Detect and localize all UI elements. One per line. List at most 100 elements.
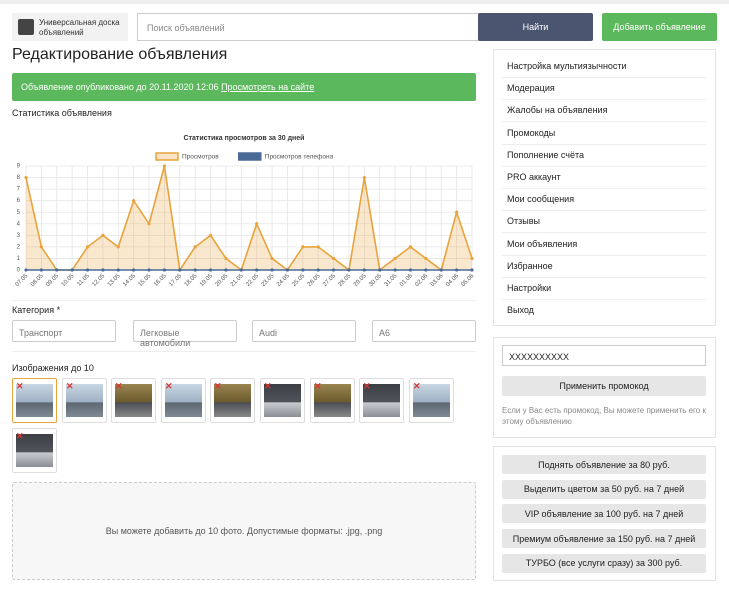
menu-divider [502, 121, 706, 123]
y-tick-label: 2 [17, 244, 21, 250]
photo [16, 434, 53, 467]
point [255, 222, 259, 226]
thumbnail[interactable]: ✕ [409, 378, 454, 423]
remove-icon[interactable]: ✕ [165, 381, 173, 391]
x-tick-label: 08.05 [30, 273, 45, 288]
point [39, 268, 43, 272]
stats-label: Статистика объявления [12, 108, 112, 118]
search-button[interactable]: Найти [478, 13, 593, 41]
chart-title: Статистика просмотров за 30 дней [184, 134, 305, 142]
menu-divider [502, 276, 706, 278]
remove-icon[interactable]: ✕ [264, 381, 272, 391]
search-input[interactable]: Поиск объявлений [137, 13, 479, 41]
point [439, 268, 443, 272]
promo-input[interactable]: XXXXXXXXXX [502, 345, 706, 366]
photo [214, 384, 251, 417]
remove-icon[interactable]: ✕ [16, 431, 24, 441]
point [285, 268, 290, 272]
x-tick-label: 11.05 [76, 273, 91, 288]
logo[interactable]: Универсальная доска объявлений [12, 13, 128, 41]
x-tick-label: 07.05 [15, 273, 30, 288]
menu-item[interactable]: Мои объявления [507, 238, 578, 249]
thumbnail[interactable]: ✕ [111, 378, 156, 423]
point [193, 268, 197, 272]
x-tick-label: 25.05 [291, 273, 306, 288]
menu-item[interactable]: Выход [507, 305, 534, 316]
alert-link[interactable]: Просмотреть на сайте [221, 82, 315, 92]
thumbnail[interactable]: ✕ [210, 378, 255, 423]
images-label: Изображения до 10 [12, 363, 94, 373]
y-tick-label: 3 [17, 233, 21, 239]
dropzone[interactable]: Вы можете добавить до 10 фото. Допустимы… [12, 482, 476, 580]
point [162, 268, 167, 272]
service-button[interactable]: Поднять объявление за 80 руб. [502, 455, 706, 474]
point [24, 268, 28, 272]
menu-item[interactable]: Мои сообщения [507, 194, 575, 205]
service-button[interactable]: ТУРБО (все услуги сразу) за 300 руб. [502, 553, 706, 573]
category-select[interactable]: Транспорт [12, 320, 116, 342]
menu-item[interactable]: Настройка мультиязычности [507, 61, 627, 71]
thumbnail[interactable]: ✕ [260, 378, 305, 423]
x-tick-label: 17.05 [168, 273, 183, 288]
point [362, 175, 366, 180]
point [85, 268, 90, 272]
remove-icon[interactable]: ✕ [314, 381, 322, 391]
line [25, 165, 473, 273]
point [239, 268, 243, 272]
promo-button[interactable]: Применить промокод [502, 376, 706, 396]
thumbnail[interactable]: ✕ [359, 378, 404, 423]
menu-item[interactable]: Пополнение счёта [507, 149, 585, 160]
services-box [493, 446, 716, 581]
remove-icon[interactable]: ✕ [413, 381, 421, 391]
point [455, 268, 459, 272]
menu-item[interactable]: Промокоды [507, 127, 556, 138]
logo-text: Универсальная доска объявлений [39, 18, 120, 37]
menu-item[interactable]: Жалобы на объявления [507, 105, 608, 116]
x-tick-label: 14.05 [122, 273, 137, 288]
remove-icon[interactable]: ✕ [66, 381, 74, 391]
photo [314, 384, 351, 417]
menu-divider [502, 143, 706, 145]
menu-item[interactable]: PRO аккаунт [507, 172, 561, 182]
thumbnail[interactable]: ✕ [310, 378, 355, 423]
service-button[interactable]: Выделить цветом за 50 руб. на 7 дней [502, 479, 706, 499]
point [132, 199, 136, 203]
x-tick-label: 01.06 [399, 273, 414, 288]
thumbnail[interactable]: ✕ [161, 378, 206, 423]
point [208, 233, 213, 237]
top-bar [0, 0, 729, 4]
category-select[interactable]: A6 [372, 320, 476, 342]
sidebar-menu [493, 49, 716, 326]
point [132, 268, 136, 272]
service-button[interactable]: Премиум объявление за 150 руб. на 7 дней [502, 529, 706, 549]
point [116, 245, 120, 249]
menu-divider [502, 232, 706, 234]
thumbnail[interactable]: ✕ [12, 428, 57, 473]
service-button[interactable]: VIP объявление за 100 руб. на 7 дней [502, 504, 706, 524]
menu-item[interactable]: Отзывы [507, 216, 540, 227]
category-select[interactable]: Audi [252, 320, 356, 342]
x-tick-label: 05.06 [461, 273, 476, 288]
point [147, 222, 151, 226]
x-tick-label: 27.05 [322, 273, 337, 288]
remove-icon[interactable]: ✕ [363, 381, 371, 391]
point [301, 245, 305, 249]
remove-icon[interactable]: ✕ [115, 381, 123, 391]
point [316, 245, 320, 249]
menu-divider [502, 165, 706, 167]
thumbnail[interactable]: ✕ [12, 378, 57, 423]
point [224, 256, 228, 261]
remove-icon[interactable]: ✕ [16, 381, 24, 391]
menu-item[interactable]: Модерация [507, 83, 555, 94]
remove-icon[interactable]: ✕ [214, 381, 222, 391]
thumbnail[interactable]: ✕ [62, 378, 107, 423]
point [408, 268, 413, 272]
menu-item[interactable]: Настройки [507, 283, 552, 293]
x-tick-label: 18.05 [184, 273, 199, 288]
x-tick-label: 29.05 [353, 273, 368, 288]
y-tick-label: 8 [17, 175, 21, 181]
add-button[interactable]: Добавить объявление [602, 13, 717, 41]
menu-item[interactable]: Избранное [507, 260, 553, 271]
category-select[interactable]: Легковые автомобили [133, 320, 237, 348]
x-tick-label: 12.05 [91, 273, 106, 288]
